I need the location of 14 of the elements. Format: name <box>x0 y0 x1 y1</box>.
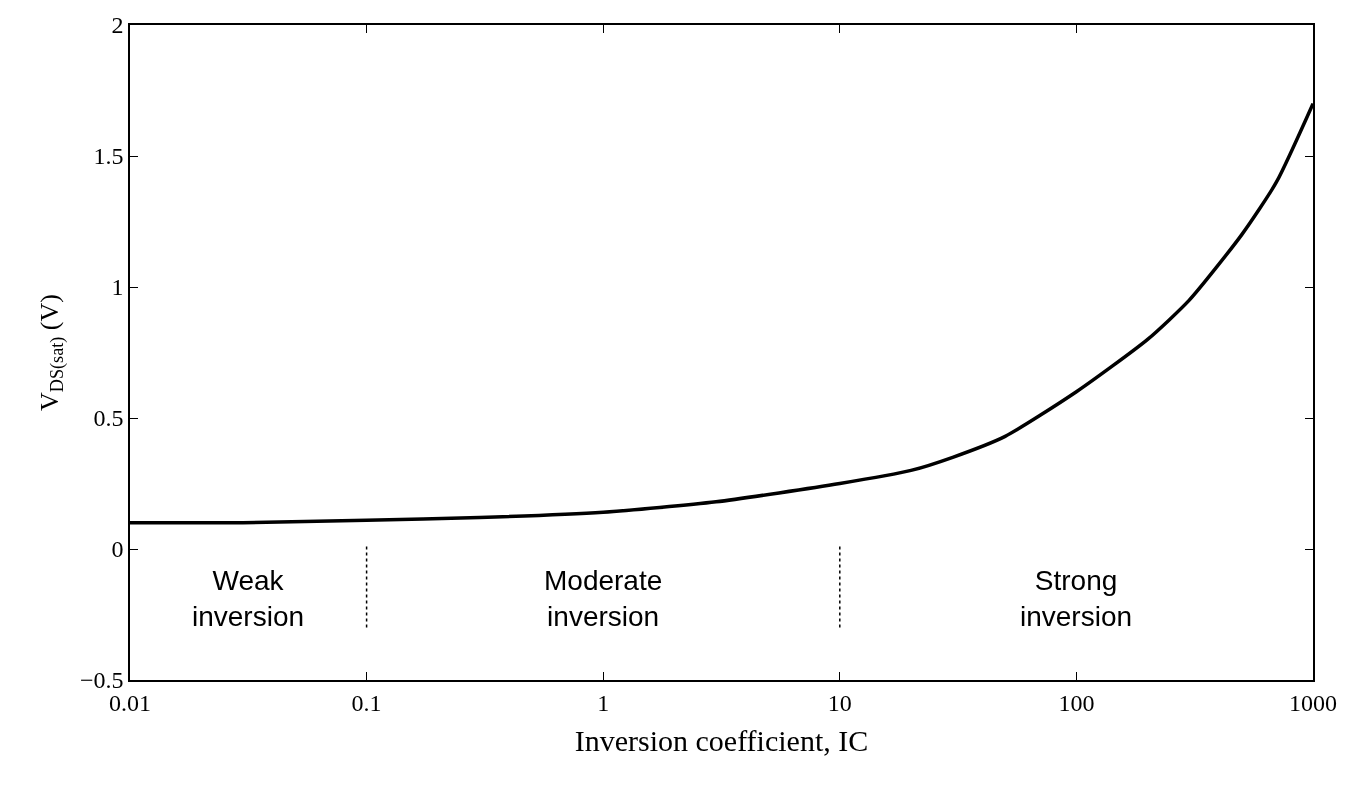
annotation: Strong inversion <box>1020 565 1133 633</box>
y-tick-label: 0.5 <box>93 405 124 432</box>
y-tick-label: 0 <box>111 536 124 563</box>
x-tick-label: 10 <box>827 689 852 716</box>
x-axis-title: Inversion coefficient, IC <box>574 723 869 757</box>
x-tick-label: 100 <box>1058 689 1095 716</box>
y-tick-label: 1.5 <box>93 143 124 170</box>
x-tick-label: 1 <box>597 689 610 716</box>
y-tick-label: 1 <box>111 274 124 301</box>
x-tick-label: 0.1 <box>351 689 382 716</box>
x-tick-label: 1000 <box>1289 689 1337 716</box>
annotation: Weak inversion <box>192 565 305 633</box>
annotation: Moderate inversion <box>544 565 663 633</box>
y-tick-label: 2 <box>111 12 124 39</box>
